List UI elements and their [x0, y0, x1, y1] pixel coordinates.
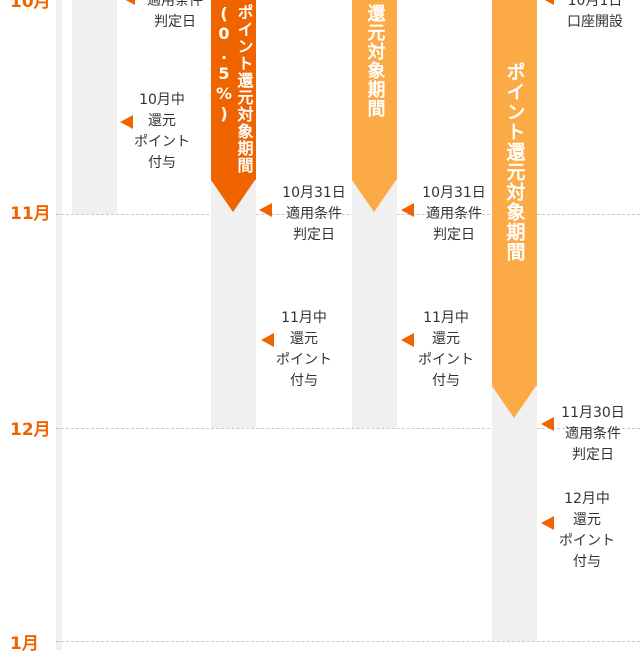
period-bar-half-percent: ポイント還元対象期間(0.5%) [211, 0, 256, 212]
pointer-icon [541, 0, 554, 5]
period-bar-label: ポイント還元対象期間(0.5%) [214, 4, 254, 174]
note-col4-judge: 11月30日 適用条件 判定日 [561, 405, 625, 463]
period-bar-label: ポイント還元対象期間 [503, 62, 526, 262]
pointer-icon [541, 417, 554, 431]
period-bar-light: 還元対象期間 [352, 0, 397, 212]
month-label-dec: 12月 [10, 420, 51, 440]
period-bar-label: 還元対象期間 [364, 4, 386, 118]
gridline-jan [56, 641, 640, 642]
month-label-oct: 10月 [10, 0, 51, 12]
note-col4-open: 10月1日 口座開設 [567, 0, 623, 30]
pointer-icon [261, 333, 274, 347]
pointer-icon [401, 333, 414, 347]
note-col3-grant: 11月中 還元 ポイント 付与 [418, 310, 474, 389]
month-label-jan: 1月 [10, 634, 39, 654]
note-col3-judge: 10月31日 適用条件 判定日 [422, 185, 486, 243]
note-col2-judge: 10月31日 適用条件 判定日 [282, 185, 346, 243]
note-col1-judge: 適用条件 判定日 [147, 0, 203, 30]
pointer-icon [541, 516, 554, 530]
note-col4-grant: 12月中 還元 ポイント 付与 [559, 491, 615, 570]
note-col1-grant: 10月中 還元 ポイント 付与 [134, 92, 190, 171]
pointer-icon [259, 203, 272, 217]
pointer-icon [120, 115, 133, 129]
timeline-axis [56, 0, 62, 650]
pointer-icon [401, 203, 414, 217]
month-label-nov: 11月 [10, 204, 51, 224]
gridline-dec [56, 428, 640, 429]
note-col2-grant: 11月中 還元 ポイント 付与 [276, 310, 332, 389]
track-col-1 [72, 0, 117, 214]
pointer-icon [122, 0, 135, 5]
gridline-nov [56, 214, 640, 215]
period-bar-light: ポイント還元対象期間 [492, 0, 537, 418]
